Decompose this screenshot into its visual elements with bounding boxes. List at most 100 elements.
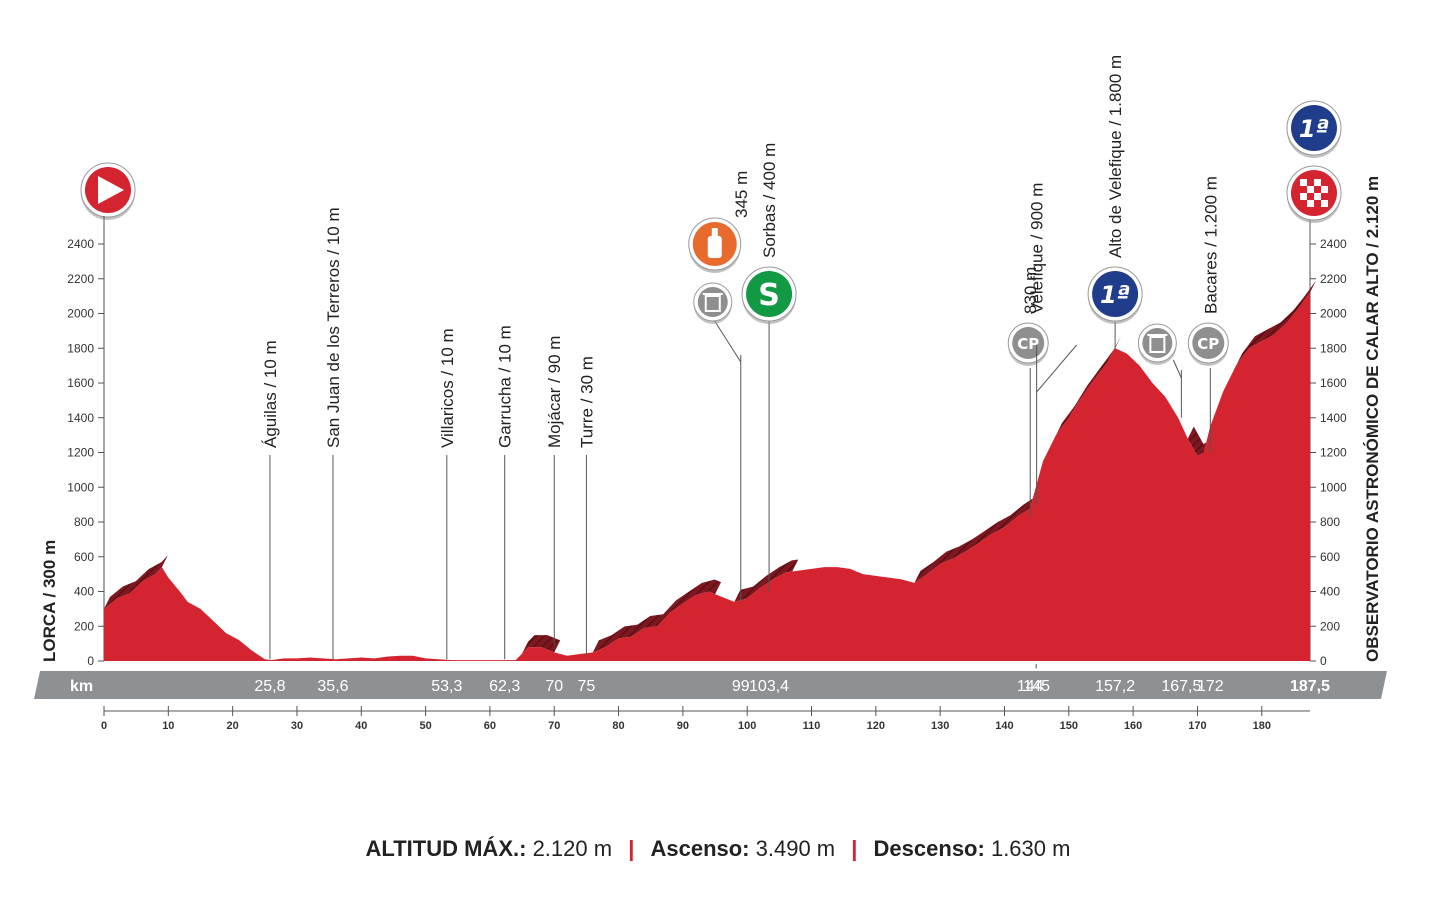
kom-first-category-icon (1291, 105, 1337, 151)
y-tick-label-left: 0 (87, 654, 94, 668)
max-altitude-value: 2.120 m (532, 836, 613, 861)
litter-zone-icon (697, 287, 728, 317)
climb-hatch-band (734, 559, 799, 602)
km-marker-label: 70 (545, 678, 563, 695)
marker-leader (1172, 359, 1182, 379)
checkered-square (1307, 200, 1314, 207)
x-tick-label: 10 (162, 720, 174, 732)
checkered-square (1300, 179, 1307, 186)
climb-hatch-band (522, 635, 561, 654)
kom-first-category-icon (1092, 271, 1139, 317)
separator: | (628, 836, 635, 861)
bin-icon (1149, 336, 1166, 353)
km-marker-label: 35,6 (317, 678, 348, 695)
x-tick-label: 130 (931, 720, 949, 732)
y-tick-label-right: 1200 (1320, 446, 1347, 460)
y-tick-label-right: 1800 (1320, 341, 1347, 355)
x-tick-label: 140 (995, 720, 1013, 732)
y-tick-label-right: 600 (1320, 550, 1340, 564)
km-marker-label: 144 (1017, 678, 1044, 695)
km-band (34, 671, 1387, 699)
place-label: Velefique / 900 m (1028, 183, 1047, 314)
y-tick-label-left: 1400 (67, 411, 94, 425)
y-tick-label-left: 2000 (67, 307, 94, 321)
km-marker-label: 62,3 (489, 678, 520, 695)
x-tick-label: 90 (677, 720, 689, 732)
bottle-icon (707, 236, 722, 258)
x-tick-label: 160 (1124, 720, 1142, 732)
y-tick-label-left: 800 (74, 515, 94, 529)
checkered-square (1307, 186, 1314, 193)
place-label: Alto de Velefique / 1.800 m (1106, 55, 1125, 258)
place-label: Águilas / 10 m (261, 340, 280, 448)
y-tick-label-right: 2000 (1320, 307, 1347, 321)
stage-summary: ALTITUD MÁX.: 2.120 m | Ascenso: 3.490 m… (0, 836, 1436, 862)
y-tick-label-left: 1000 (67, 480, 94, 494)
y-tick-label-left: 600 (74, 550, 94, 564)
descent-label: Descenso: (873, 836, 985, 861)
x-tick-label: 40 (355, 720, 367, 732)
x-tick-label: 180 (1253, 720, 1271, 732)
ascent-value: 3.490 m (755, 836, 836, 861)
place-label: Mojácar / 90 m (545, 336, 564, 448)
checkered-square (1321, 186, 1328, 193)
kom-icon-label: 1ª (1100, 281, 1130, 309)
y-tick-label-left: 2200 (67, 272, 94, 286)
y-tick-label-left: 2400 (67, 237, 94, 251)
x-tick-label: 120 (867, 720, 885, 732)
litter-zone-icon (1142, 328, 1173, 358)
kom-icon-label: 1ª (1299, 115, 1329, 143)
km-marker-label: 53,3 (431, 678, 462, 695)
km-marker-label: 75 (578, 678, 596, 695)
y-tick-label-left: 1600 (67, 376, 94, 390)
checkpoint-icon (1192, 327, 1225, 359)
x-tick-label: 70 (548, 720, 560, 732)
x-tick-label: 0 (101, 720, 107, 732)
place-label: Villaricos / 10 m (438, 328, 457, 448)
sprint-icon-label: S (758, 278, 780, 313)
place-label: Bacares / 1.200 m (1201, 176, 1220, 314)
descent-value: 1.630 m (990, 836, 1071, 861)
km-marker-label: 172 (1197, 678, 1224, 695)
separator: | (851, 836, 858, 861)
y-tick-label-right: 1600 (1320, 376, 1347, 390)
y-tick-label-right: 800 (1320, 515, 1340, 529)
x-tick-label: 30 (291, 720, 303, 732)
checkpoint-icon-label: CP (1017, 335, 1039, 353)
elevation-profile-area (104, 292, 1310, 661)
play-icon (98, 176, 124, 204)
place-label: San Juan de los Terreros / 10 m (324, 207, 343, 448)
checkered-square (1314, 179, 1321, 186)
km-marker-label: 167,5 (1161, 678, 1201, 695)
x-tick-label: 50 (419, 720, 431, 732)
y-tick-label-right: 2400 (1320, 237, 1347, 251)
y-tick-label-left: 200 (74, 619, 94, 633)
x-tick-label: 60 (484, 720, 496, 732)
climb-hatch-band (1187, 280, 1316, 456)
y-tick-label-right: 400 (1320, 585, 1340, 599)
start-location-label: LORCA / 300 m (40, 540, 59, 662)
y-tick-label-right: 0 (1320, 654, 1327, 668)
place-label: 830 m (1021, 267, 1040, 314)
y-tick-label-right: 2200 (1320, 272, 1347, 286)
place-label: Turre / 30 m (577, 356, 596, 448)
x-tick-label: 170 (1188, 720, 1206, 732)
checkered-square (1314, 193, 1321, 200)
km-marker-label: 25,8 (254, 678, 285, 695)
y-tick-label-right: 1000 (1320, 480, 1347, 494)
checkpoint-icon-label: CP (1197, 335, 1219, 353)
place-label: 345 m (732, 171, 751, 218)
km-marker-label: 157,2 (1095, 678, 1135, 695)
km-band-label: km (70, 678, 93, 695)
y-tick-label-right: 200 (1320, 619, 1340, 633)
max-altitude-label: ALTITUD MÁX.: (365, 836, 527, 861)
climb-hatch-band (104, 555, 168, 609)
km-marker-label: 99 (732, 678, 750, 695)
place-label: Sorbas / 400 m (760, 143, 779, 258)
marker-leader (1036, 344, 1078, 393)
y-tick-label-left: 1800 (67, 341, 94, 355)
checkered-square (1300, 193, 1307, 200)
finish-location-label: OBSERVATORIO ASTRONÓMICO DE CALAR ALTO /… (1363, 176, 1382, 662)
